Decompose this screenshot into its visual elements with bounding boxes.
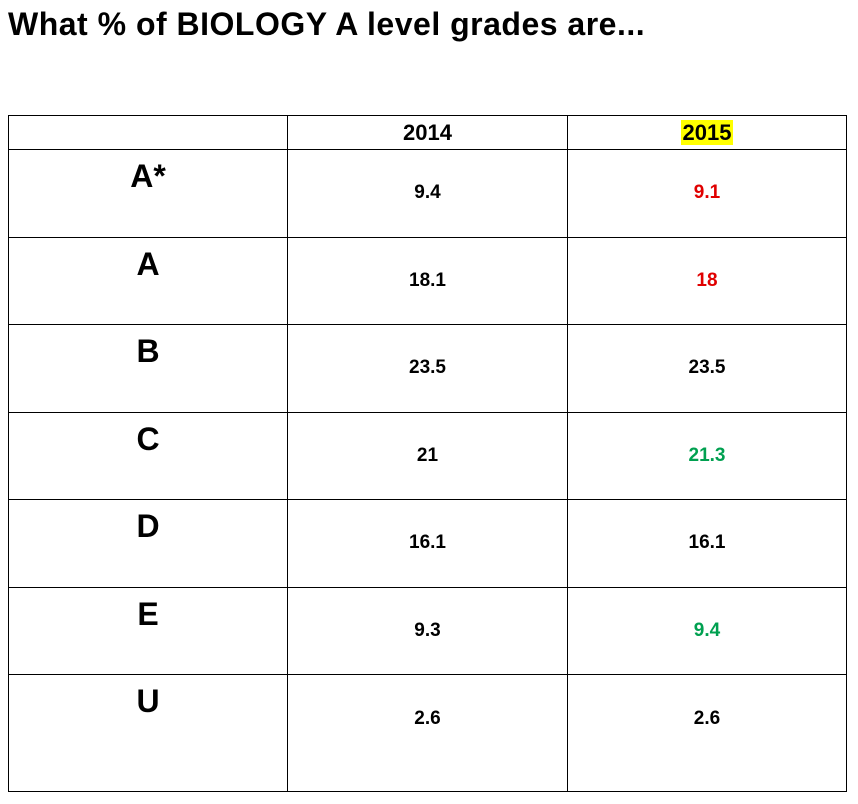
column-header: 2014 bbox=[288, 116, 568, 150]
title: What % of BIOLOGY A level grades are... bbox=[8, 6, 646, 42]
percent-value: 9.4 bbox=[693, 619, 721, 641]
percent-value: 16.1 bbox=[688, 532, 726, 554]
value-cell: 9.1 bbox=[568, 150, 847, 238]
value-cell: 21 bbox=[288, 412, 568, 500]
year-label: 2014 bbox=[403, 120, 452, 145]
grade-label: C bbox=[136, 420, 160, 457]
grade-label: A* bbox=[130, 158, 166, 194]
grade-cell: A bbox=[9, 237, 288, 325]
percent-value: 18.1 bbox=[409, 269, 446, 291]
value-cell: 2.6 bbox=[288, 675, 568, 792]
grade-label: D bbox=[136, 508, 160, 544]
value-cell: 18.1 bbox=[288, 237, 568, 325]
value-cell: 9.4 bbox=[288, 150, 568, 238]
grades-table: 2014 2015 A* 9.4 9.1 A 18.1 18 B 23.5 23.5 C 21 21.3 D… bbox=[8, 115, 847, 792]
grade-label: A bbox=[136, 245, 160, 282]
grade-cell: E bbox=[9, 587, 288, 675]
value-cell: 18 bbox=[568, 237, 847, 325]
year-label: 2015 bbox=[680, 120, 734, 145]
grade-cell: C bbox=[9, 412, 288, 500]
header-blank bbox=[9, 116, 288, 150]
percent-value: 2.6 bbox=[693, 708, 721, 729]
percent-value: 9.4 bbox=[414, 182, 441, 204]
column-header: 2015 bbox=[568, 116, 847, 150]
value-cell: 16.1 bbox=[288, 500, 568, 588]
percent-value: 23.5 bbox=[409, 357, 446, 379]
value-cell: 9.3 bbox=[288, 587, 568, 675]
percent-value: 23.5 bbox=[688, 357, 726, 379]
value-cell: 21.3 bbox=[568, 412, 847, 500]
percent-value: 21 bbox=[416, 444, 439, 466]
percent-value: 2.6 bbox=[414, 708, 441, 729]
value-cell: 16.1 bbox=[568, 500, 847, 588]
percent-value: 16.1 bbox=[409, 532, 446, 554]
value-cell: 2.6 bbox=[568, 675, 847, 792]
grade-cell: D bbox=[9, 500, 288, 588]
value-cell: 9.4 bbox=[568, 587, 847, 675]
grade-cell: B bbox=[9, 325, 288, 413]
percent-value: 21.3 bbox=[688, 444, 726, 466]
grade-cell: A* bbox=[9, 150, 288, 238]
percent-value: 9.1 bbox=[693, 182, 721, 204]
grade-cell: U bbox=[9, 675, 288, 792]
value-cell: 23.5 bbox=[288, 325, 568, 413]
grade-label: B bbox=[136, 333, 160, 369]
grade-label: E bbox=[137, 595, 159, 632]
percent-value: 9.3 bbox=[414, 619, 441, 641]
value-cell: 23.5 bbox=[568, 325, 847, 413]
grade-label: U bbox=[136, 683, 160, 719]
percent-value: 18 bbox=[696, 269, 718, 291]
